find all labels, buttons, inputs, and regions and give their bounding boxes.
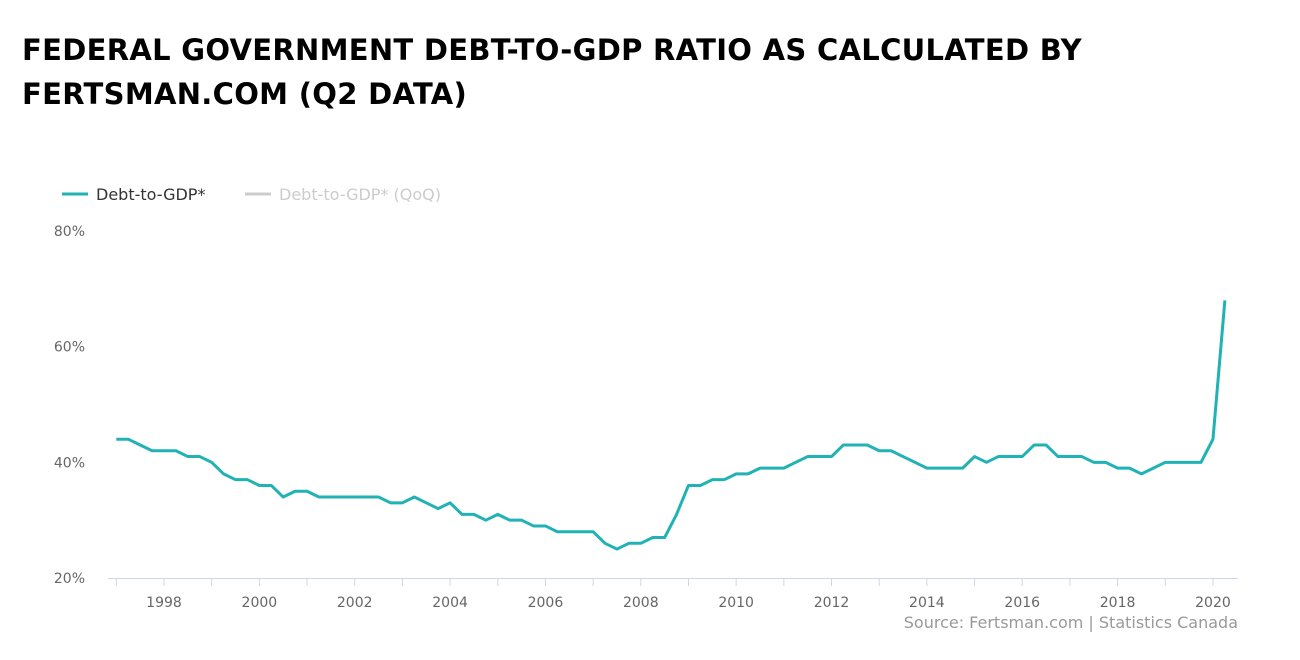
- y-tick-label: 20%: [54, 571, 85, 587]
- legend-item-debt-to-gdp-qoq[interactable]: Debt-to-GDP* (QoQ): [245, 185, 441, 204]
- legend-label: Debt-to-GDP* (QoQ): [279, 185, 441, 204]
- x-tick-label: 2002: [337, 595, 373, 611]
- x-tick-label: 2018: [1100, 595, 1136, 611]
- x-tick-label: 2012: [814, 595, 850, 611]
- y-tick-label: 80%: [54, 224, 85, 240]
- chart-title: FEDERAL GOVERNMENT DEBT-TO-GDP RATIO AS …: [22, 33, 1082, 111]
- x-tick-label: 2010: [718, 595, 754, 611]
- x-tick-label: 2014: [909, 595, 945, 611]
- legend-label: Debt-to-GDP*: [96, 185, 205, 204]
- y-axis: 20% 40% 60% 80%: [54, 224, 85, 587]
- legend: Debt-to-GDP* Debt-to-GDP* (QoQ): [62, 185, 441, 204]
- x-tick-label: 2000: [242, 595, 278, 611]
- x-tick-label: 2008: [623, 595, 659, 611]
- y-tick-label: 60%: [54, 340, 85, 356]
- series-line-debt-to-gdp: [116, 300, 1227, 551]
- legend-item-debt-to-gdp[interactable]: Debt-to-GDP*: [62, 185, 205, 204]
- plot-area: [116, 300, 1227, 551]
- x-tick-label: 2006: [528, 595, 564, 611]
- x-tick-label: 1998: [146, 595, 182, 611]
- x-tick-label: 2004: [432, 595, 468, 611]
- x-axis: 1998 2000 2002 2004 2006 2008 2010 2012 2014 2016…: [108, 578, 1238, 611]
- source-caption: Source: Fertsman.com | Statistics Canada: [904, 613, 1238, 632]
- y-tick-label: 40%: [54, 455, 85, 471]
- x-tick-label: 2016: [1004, 595, 1040, 611]
- x-tick-label: 2020: [1195, 595, 1231, 611]
